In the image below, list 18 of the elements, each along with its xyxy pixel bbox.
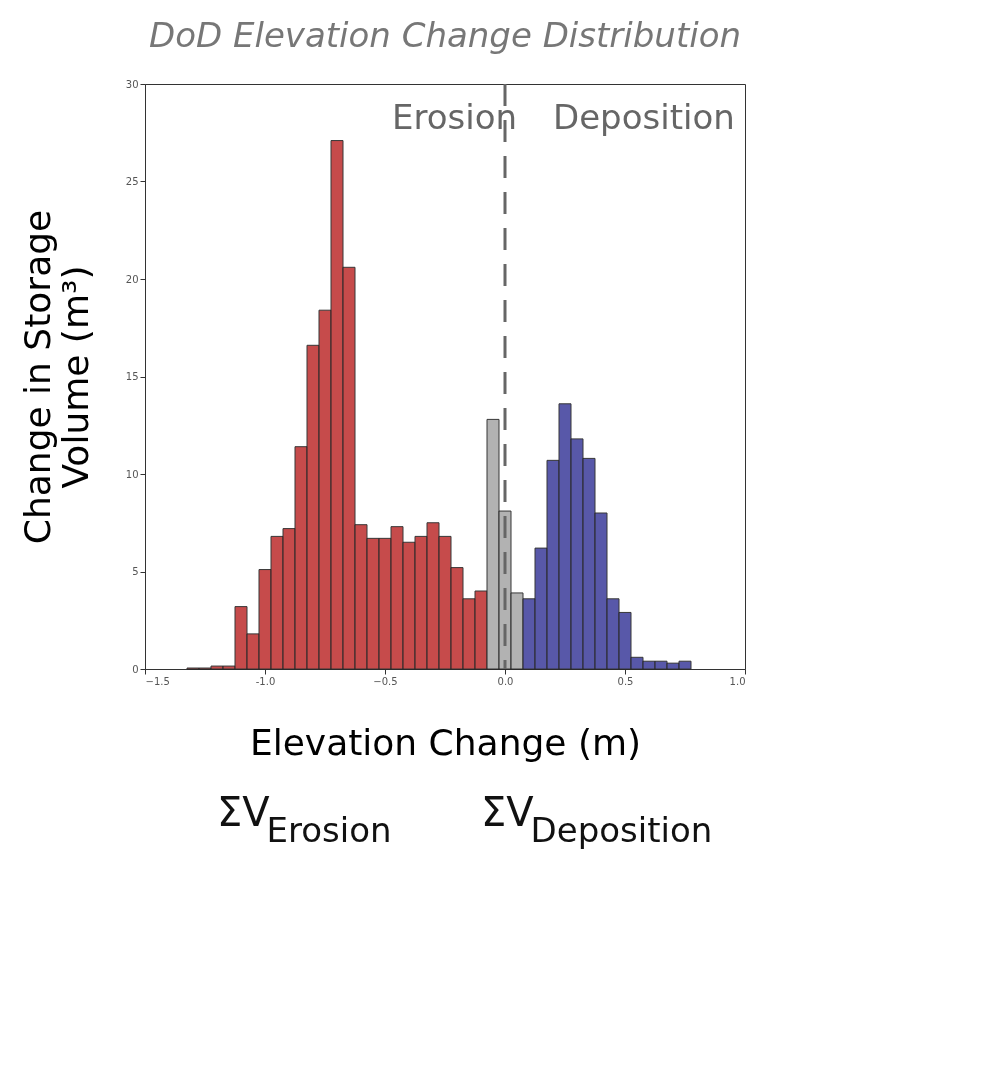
x-axis-title: Elevation Change (m) [249,721,642,763]
y-tick-label: 30 [125,78,139,90]
y-tick-label: 20 [125,273,139,285]
chart-title: DoD Elevation Change Distribution [148,15,742,55]
x-tick-label: -1.0 [255,675,276,687]
x-tick-label: 0.0 [497,675,514,687]
y-tick-label: 10 [125,468,139,480]
y-tick-label: 5 [132,566,139,577]
y-tick-label: 0 [132,663,139,675]
y-axis-title: Change in Storage Volume (m³) [16,209,96,545]
annotation: Erosion [391,97,517,137]
y-tick-label: 25 [125,176,139,187]
annotation: Deposition [553,97,735,137]
x-tick-label: −1.5 [145,675,170,687]
x-tick-label: 0.5 [617,675,634,687]
y-tick-label: 15 [125,371,139,382]
x-tick-label: 1.0 [729,675,746,687]
x-tick-label: −0.5 [373,675,398,687]
